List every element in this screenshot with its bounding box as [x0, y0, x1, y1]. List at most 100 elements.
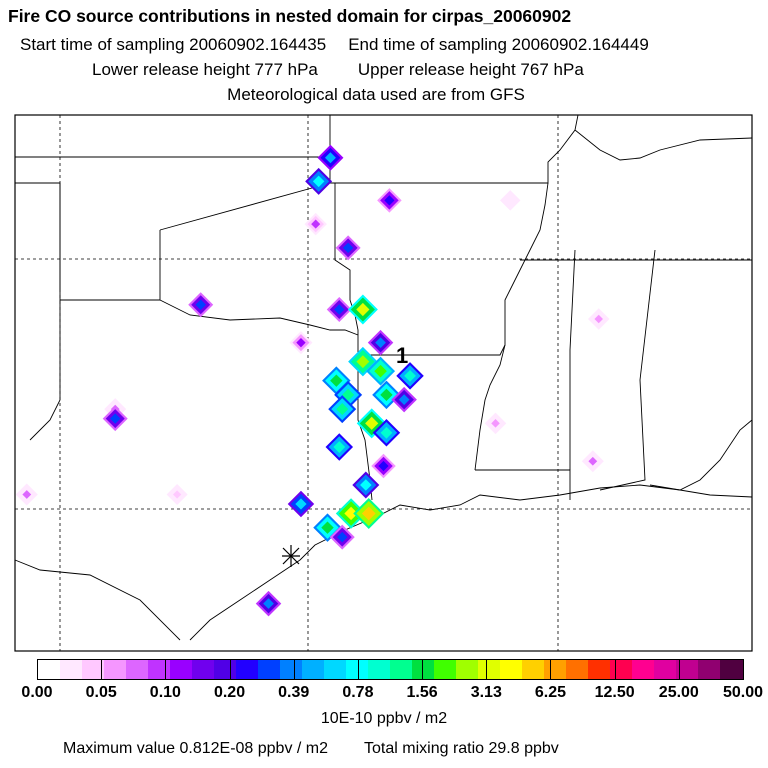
max-value-label: Maximum value 0.812E-08 ppbv / m2	[63, 740, 329, 757]
source-core	[321, 521, 334, 534]
source-core	[404, 369, 416, 382]
colorbar-swatch	[104, 660, 127, 679]
colorbar-tick	[422, 659, 424, 680]
source-core	[344, 506, 358, 521]
colorbar-tick-label: 12.50	[594, 684, 635, 701]
upper-release-label: Upper release height 767 hPa	[357, 60, 584, 79]
source-core	[312, 175, 325, 188]
footer-stats: Maximum value 0.812E-08 ppbv / m2 Total m…	[63, 740, 559, 758]
colorbar-swatch	[456, 660, 479, 679]
colorbar-tick-label: 25.00	[658, 684, 699, 701]
colorbar-swatch	[544, 660, 567, 679]
colorbar-tick-label: 0.10	[149, 684, 181, 701]
release-height-line: Lower release height 777 hPa Upper releas…	[92, 60, 584, 80]
colorbar-swatch	[478, 660, 501, 679]
colorbar-tick-label: 1.56	[406, 684, 438, 701]
colorbar-swatch	[60, 660, 83, 679]
source-core	[365, 416, 379, 430]
colorbar-tick-label: 0.39	[278, 684, 310, 701]
colorbar-tick	[357, 659, 359, 680]
source-core	[337, 531, 348, 543]
source-core	[380, 388, 393, 402]
colorbar-tick	[165, 659, 167, 680]
state-borders	[14, 114, 753, 641]
colorbar-tick-label: 0.05	[85, 684, 117, 701]
colorbar-swatch	[214, 660, 237, 679]
met-data-label: Meteorological data used are from GFS	[227, 85, 525, 104]
colorbar-swatch	[302, 660, 325, 679]
source-core	[506, 196, 515, 205]
colorbar-swatch	[566, 660, 589, 679]
source-core	[195, 299, 206, 310]
colorbar-tick	[229, 659, 231, 680]
colorbar-swatch	[720, 660, 743, 679]
source-core	[378, 460, 389, 472]
source-core	[356, 302, 370, 317]
colorbar	[37, 659, 744, 680]
colorbar-tick-label: 0.00	[21, 684, 53, 701]
source-core	[263, 598, 274, 609]
colorbar-swatch	[522, 660, 545, 679]
colorbar-swatch	[38, 660, 61, 679]
colorbar-tick-label: 50.00	[722, 684, 764, 701]
colorbar-tick-label: 0.78	[342, 684, 374, 701]
source-core	[398, 394, 410, 405]
colorbar-tick	[486, 659, 488, 680]
source-core	[334, 304, 345, 315]
colorbar-swatch	[500, 660, 523, 679]
source-core	[110, 413, 121, 424]
source-markers	[15, 144, 610, 617]
colorbar-swatch	[258, 660, 281, 679]
colorbar-tick-label: 3.13	[470, 684, 502, 701]
source-core	[594, 314, 603, 324]
colorbar-swatch	[676, 660, 699, 679]
source-core	[342, 242, 354, 254]
colorbar-swatch	[698, 660, 721, 679]
colorbar-swatch	[654, 660, 677, 679]
source-core	[22, 490, 32, 499]
source-core	[374, 364, 387, 378]
colorbar-tick	[550, 659, 552, 680]
colorbar-tick	[293, 659, 295, 680]
receptor-marker	[282, 545, 300, 567]
colorbar-swatch	[632, 660, 655, 679]
colorbar-tick	[101, 659, 103, 680]
colorbar-swatch	[280, 660, 303, 679]
source-core	[330, 374, 343, 387]
receptor-label: 1	[396, 343, 408, 368]
source-core	[296, 338, 306, 348]
lower-release-label: Lower release height 777 hPa	[92, 60, 318, 79]
total-mixing-label: Total mixing ratio 29.8 ppbv	[364, 740, 559, 757]
colorbar-tick	[678, 659, 680, 680]
colorbar-swatch	[148, 660, 171, 679]
colorbar-swatch	[236, 660, 259, 679]
start-time-label: Start time of sampling 20060902.164435	[20, 35, 327, 54]
source-core	[324, 152, 336, 164]
colorbar-tick	[614, 659, 616, 680]
colorbar-swatch	[324, 660, 347, 679]
source-core	[375, 337, 386, 349]
colorbar-tick-label: 0.20	[213, 684, 246, 701]
sampling-time-line: Start time of sampling 20060902.164435 En…	[20, 35, 649, 55]
colorbar-swatch	[126, 660, 149, 679]
source-core	[295, 498, 307, 510]
end-time-label: End time of sampling 20060902.164449	[348, 35, 649, 54]
colorbar-swatch	[412, 660, 435, 679]
source-core	[380, 426, 393, 439]
colorbar-swatch	[434, 660, 457, 679]
source-core	[384, 195, 395, 206]
colorbar-swatch	[588, 660, 611, 679]
colorbar-swatch	[192, 660, 215, 679]
source-core	[356, 355, 370, 369]
source-core	[342, 388, 355, 401]
source-core	[361, 506, 376, 521]
source-core	[333, 441, 346, 453]
source-core	[336, 403, 349, 416]
colorbar-tick-label: 6.25	[534, 684, 567, 701]
source-core	[588, 456, 598, 466]
colorbar-swatch	[390, 660, 413, 679]
source-core	[360, 479, 372, 491]
colorbar-swatch	[82, 660, 105, 679]
lat-lon-grid	[15, 115, 752, 651]
